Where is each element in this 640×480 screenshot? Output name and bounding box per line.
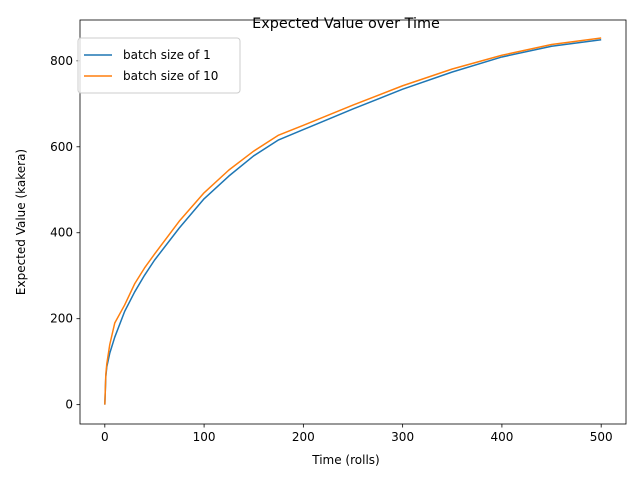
chart-title: Expected Value over Time xyxy=(252,16,440,32)
x-axis-label: Time (rolls) xyxy=(311,453,379,467)
x-tick-label: 200 xyxy=(292,430,315,444)
y-tick-label: 200 xyxy=(50,312,73,326)
y-axis-ticks: 0 200 400 600 800 xyxy=(50,54,80,412)
legend-label-batch-1: batch size of 1 xyxy=(123,48,211,62)
x-axis-ticks: 0 100 200 300 400 500 xyxy=(101,424,613,444)
legend-label-batch-10: batch size of 10 xyxy=(123,69,218,83)
y-axis-label: Expected Value (kakera) xyxy=(14,149,28,295)
y-tick-label: 0 xyxy=(65,398,73,412)
y-tick-label: 400 xyxy=(50,226,73,240)
legend: batch size of 1 batch size of 10 xyxy=(77,37,241,94)
plot-lines xyxy=(104,37,602,405)
x-tick-label: 300 xyxy=(391,430,414,444)
legend-box xyxy=(77,37,241,94)
x-tick-label: 500 xyxy=(590,430,613,444)
x-tick-label: 100 xyxy=(193,430,216,444)
y-tick-label: 800 xyxy=(50,54,73,68)
series-line-batch-1 xyxy=(104,39,602,405)
y-tick-label: 600 xyxy=(50,140,73,154)
x-tick-label: 400 xyxy=(490,430,513,444)
series-line-batch-10 xyxy=(104,37,602,405)
x-tick-label: 0 xyxy=(101,430,109,444)
axes-frame xyxy=(79,19,627,425)
